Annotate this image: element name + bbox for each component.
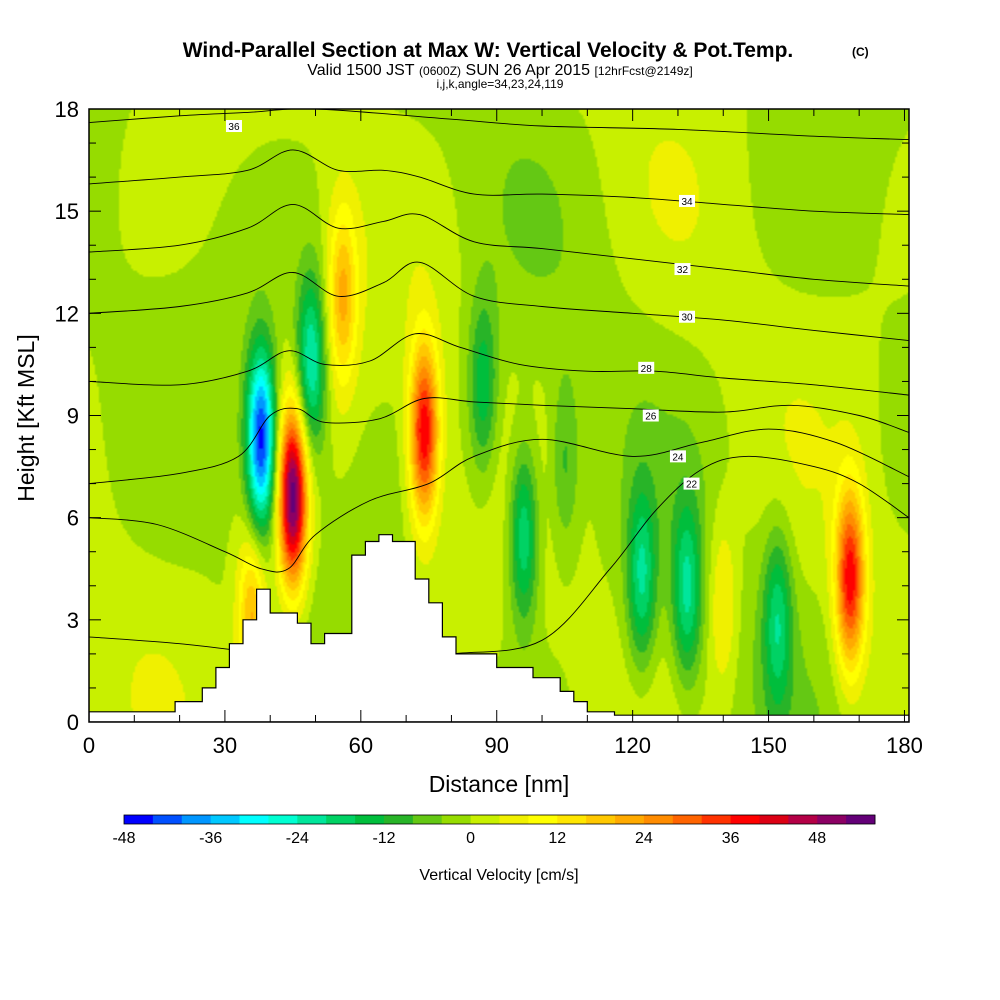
colorbar-tick-label: 0 xyxy=(466,830,475,847)
y-tick-label: 0 xyxy=(67,710,79,735)
contour-label-bg xyxy=(225,120,242,133)
copyright-mark: (C) xyxy=(852,45,869,59)
x-axis-label: Distance [nm] xyxy=(429,771,570,797)
contour-label-bg xyxy=(638,361,655,374)
isentrope-36 xyxy=(89,109,909,141)
colorbar-swatch xyxy=(557,815,587,824)
colorbar-swatch xyxy=(817,815,847,824)
colorbar-swatch xyxy=(268,815,298,824)
contour-label-bg xyxy=(679,194,696,207)
colorbar-tick-label: 36 xyxy=(722,830,740,847)
colorbar-tick-label: 12 xyxy=(548,830,566,847)
colorbar-swatch xyxy=(470,815,500,824)
x-tick-label: 150 xyxy=(750,733,787,758)
colorbar-tick-label: -12 xyxy=(372,830,395,847)
subtitle-forecast: [12hrFcst@2149z] xyxy=(595,64,693,78)
x-tick-label: 180 xyxy=(886,733,923,758)
colorbar-swatch xyxy=(297,815,327,824)
x-tick-label: 60 xyxy=(349,733,373,758)
colorbar-swatch xyxy=(499,815,529,824)
colorbar-frame xyxy=(123,814,876,825)
x-tick-label: 0 xyxy=(83,733,95,758)
colorbar-tick-labels: -48 -36 -24 -12 0 12 24 36 48 xyxy=(112,830,826,847)
colorbar-label: Vertical Velocity [cm/s] xyxy=(419,867,578,884)
y-tick-label: 15 xyxy=(55,199,79,224)
contour-label-30: 30 xyxy=(681,313,693,324)
y-tick-label: 18 xyxy=(55,97,79,122)
contour-label-34: 34 xyxy=(681,197,693,208)
contour-label-bg xyxy=(669,450,686,463)
subtitle-date: SUN 26 Apr 2015 xyxy=(466,62,591,79)
colorbar-swatch xyxy=(239,815,269,824)
x-tick-labels: 0 30 60 90 120 150 180 xyxy=(83,733,923,758)
subtitle-utc: (0600Z) xyxy=(419,64,461,78)
colorbar-swatch xyxy=(759,815,789,824)
colorbar-tick-label: 24 xyxy=(635,830,653,847)
subtitle-valid-time: Valid 1500 JST xyxy=(307,62,415,79)
x-tick-label: 90 xyxy=(484,733,508,758)
x-tick-label: 120 xyxy=(614,733,651,758)
contour-label-24: 24 xyxy=(672,452,684,463)
contour-label-bg xyxy=(683,477,700,490)
isentrope-34 xyxy=(89,149,909,216)
colorbar-swatch xyxy=(355,815,385,824)
contour-labels: 22 24 26 28 30 32 34 36 xyxy=(225,120,700,491)
y-tick-label: 3 xyxy=(67,608,79,633)
potential-temperature-contours xyxy=(89,109,909,662)
chart-title: Wind-Parallel Section at Max W: Vertical… xyxy=(183,39,794,62)
contour-label-bg xyxy=(642,409,659,422)
isentrope-24 xyxy=(89,428,909,573)
colorbar-swatch xyxy=(701,815,731,824)
y-tick-label: 9 xyxy=(67,404,79,429)
chart-subtitle: Valid 1500 JST (0600Z) SUN 26 Apr 2015 [… xyxy=(307,62,692,79)
colorbar-swatch xyxy=(412,815,443,824)
contour-label-36: 36 xyxy=(228,122,240,133)
colorbar-swatch xyxy=(846,815,876,824)
y-tick-label: 6 xyxy=(67,506,79,531)
y-tick-labels: 0 3 6 9 12 15 18 xyxy=(55,97,79,735)
isentrope-30 xyxy=(89,261,909,342)
y-axis-label: Height [Kft MSL] xyxy=(13,334,39,501)
colorbar-tick-label: -24 xyxy=(286,830,309,847)
contour-label-22: 22 xyxy=(686,480,698,491)
colorbar-swatch xyxy=(383,815,414,824)
colorbar-tick-label: -48 xyxy=(112,830,135,847)
subtitle-indices: i,j,k,angle=34,23,24,119 xyxy=(437,77,564,91)
terrain xyxy=(89,534,909,722)
plot-area: 22 24 26 28 30 32 34 36 xyxy=(89,109,909,722)
colorbar-swatch xyxy=(181,815,212,824)
contour-label-28: 28 xyxy=(641,364,653,375)
axis-ticks xyxy=(88,108,909,723)
colorbar-swatch xyxy=(124,815,154,824)
colorbar-swatch xyxy=(441,815,472,824)
colorbar-tick-label: 48 xyxy=(808,830,826,847)
colorbar-swatch xyxy=(210,815,240,824)
x-tick-label: 30 xyxy=(213,733,237,758)
colorbar-swatch xyxy=(326,815,356,824)
colorbar-swatch xyxy=(615,815,645,824)
contour-label-32: 32 xyxy=(677,265,689,276)
colorbar-tick-label: -36 xyxy=(199,830,222,847)
contour-label-26: 26 xyxy=(645,412,657,423)
colorbar-swatch xyxy=(672,815,703,824)
isentrope-26 xyxy=(89,397,909,485)
isentrope-28 xyxy=(89,333,909,396)
isentrope-32 xyxy=(89,203,909,287)
colorbar-swatch xyxy=(788,815,818,824)
colorbar-swatch xyxy=(528,815,558,824)
colorbar-swatch xyxy=(152,815,183,824)
colorbar-swatch xyxy=(586,815,616,824)
colorbar xyxy=(123,814,876,825)
vertical-velocity-field xyxy=(89,109,909,722)
contour-label-bg xyxy=(679,310,696,323)
contour-label-bg xyxy=(674,263,691,276)
y-tick-label: 12 xyxy=(55,301,79,326)
colorbar-swatch xyxy=(643,815,674,824)
colorbar-swatch xyxy=(730,815,760,824)
